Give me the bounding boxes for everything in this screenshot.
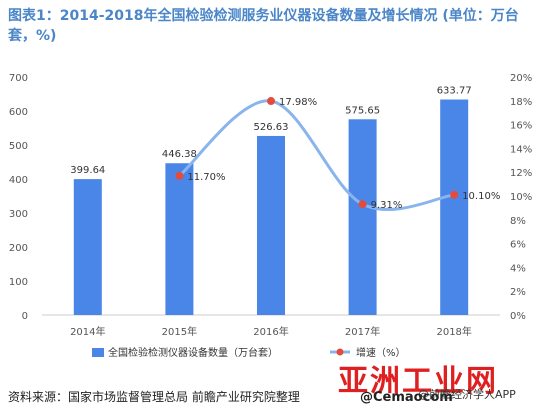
- growth-point: [175, 171, 184, 180]
- y-right-tick-label: 18%: [510, 97, 532, 108]
- bar: [73, 179, 102, 315]
- bar-value-label: 575.65: [345, 105, 380, 116]
- x-tick-label: 2016年: [253, 325, 288, 338]
- growth-value-label: 9.31%: [371, 200, 403, 211]
- y-left-tick-label: 200: [9, 243, 28, 254]
- growth-point: [450, 190, 459, 199]
- legend-marker-line: [336, 348, 344, 356]
- x-tick-label: 2017年: [345, 325, 380, 338]
- bar-value-label: 633.77: [437, 86, 472, 97]
- y-right-tick-label: 0%: [510, 311, 526, 322]
- y-right-tick-label: 12%: [510, 168, 532, 179]
- watermark-app: @前瞻经济学人APP: [418, 388, 516, 401]
- growth-point: [358, 200, 367, 209]
- legend-label-line: 增速（%）: [356, 346, 406, 359]
- watermark-logo: 亚洲工业网: [338, 364, 498, 399]
- growth-value-label: 17.98%: [279, 97, 317, 108]
- bar: [257, 135, 285, 315]
- y-left-tick-label: 100: [9, 277, 28, 288]
- growth-value-label: 10.10%: [462, 191, 500, 202]
- y-right-tick-label: 14%: [510, 144, 532, 155]
- y-left-tick-label: 0: [22, 311, 28, 322]
- bar: [440, 99, 469, 315]
- x-tick-label: 2015年: [162, 325, 197, 338]
- y-right-tick-label: 6%: [510, 240, 526, 251]
- legend-label-bars: 全国检验检测仪器设备数量（万台套）: [108, 346, 278, 359]
- y-left-tick-label: 700: [9, 73, 28, 84]
- bar-value-label: 526.63: [254, 122, 289, 133]
- y-left-tick-label: 400: [9, 175, 28, 186]
- x-tick-label: 2014年: [70, 325, 105, 338]
- y-right-tick-label: 10%: [510, 192, 532, 203]
- bar: [165, 163, 194, 315]
- growth-point: [267, 97, 275, 106]
- bar-value-label: 446.38: [162, 149, 197, 160]
- y-left-tick-label: 500: [9, 141, 28, 152]
- y-right-tick-label: 16%: [510, 121, 532, 132]
- bar: [348, 119, 377, 316]
- y-right-tick-label: 8%: [510, 216, 526, 227]
- y-right-tick-label: 2%: [510, 287, 526, 298]
- chart-title: 图表1：2014-2018年全国检验检测服务业仪器设备数量及增长情况 (单位：万…: [8, 8, 519, 44]
- x-tick-label: 2018年: [436, 325, 471, 338]
- watermark-url: @Cemaocom: [360, 390, 453, 405]
- y-left-tick-label: 300: [9, 209, 28, 220]
- y-right-tick-label: 4%: [510, 263, 526, 274]
- source-note: 资料来源：国家市场监督管理总局 前瞻产业研究院整理: [8, 390, 300, 404]
- growth-value-label: 11.70%: [187, 172, 225, 183]
- y-left-tick-label: 600: [9, 107, 28, 118]
- legend-swatch-bars: [92, 348, 104, 357]
- bar-value-label: 399.64: [70, 165, 105, 176]
- y-right-tick-label: 20%: [510, 73, 532, 84]
- growth-line: [178, 99, 455, 212]
